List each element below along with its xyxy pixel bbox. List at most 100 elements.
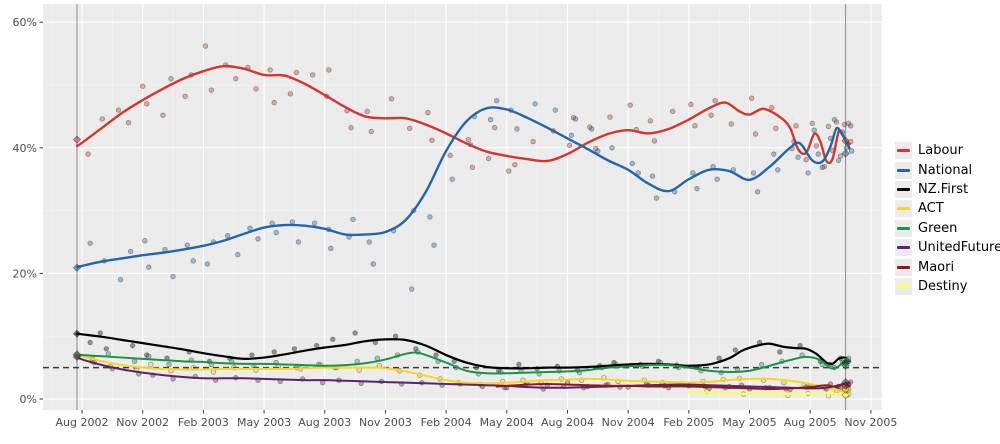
poll-point-labour — [182, 93, 188, 100]
legend-key-national — [895, 161, 912, 179]
legend-label-destiny: Destiny — [918, 278, 968, 294]
poll-point-labour — [669, 108, 676, 115]
poll-point-national — [848, 148, 855, 154]
poll-point-national — [775, 167, 781, 173]
poll-point-labour — [267, 67, 273, 73]
x-tick-label: Feb 2004 — [421, 416, 472, 429]
legend-swatch-green — [897, 226, 910, 230]
election-result-marker-nzfirst — [72, 329, 82, 338]
poll-point-labour — [627, 102, 633, 108]
poll-point-labour — [752, 131, 759, 137]
poll-point-labour — [388, 96, 395, 102]
x-tick-label: Aug 2005 — [784, 416, 837, 429]
poll-point-nzfirst — [291, 346, 298, 352]
trend-line-national — [75, 106, 851, 269]
poll-point-labour — [208, 87, 215, 93]
poll-point-labour — [748, 95, 755, 101]
poll-point-nzfirst — [777, 349, 783, 355]
legend: Labour National NZ.First ACT Green UnitedFutu… — [895, 141, 1000, 296]
x-tick-label: Aug 2004 — [541, 416, 594, 429]
poll-point-labour — [803, 157, 809, 163]
poll-point-national — [117, 276, 124, 283]
poll-point-labour — [506, 168, 512, 174]
trend-line-destiny — [687, 391, 851, 397]
poll-point-national — [609, 145, 615, 151]
poll-point-nzfirst — [313, 342, 320, 349]
poll-point-labour — [651, 138, 658, 144]
poll-point-national — [629, 160, 635, 167]
poll-point-national — [821, 163, 828, 170]
x-tick-label: Nov 2004 — [602, 416, 655, 429]
x-tick-label: Nov 2003 — [359, 416, 412, 429]
poll-point-national — [754, 189, 761, 195]
poll-point-nzfirst — [330, 336, 336, 343]
legend-key-nzfirst — [895, 180, 912, 198]
poll-point-labour — [647, 118, 654, 124]
poll-point-green — [146, 353, 152, 360]
poll-point-national — [815, 151, 821, 157]
poll-point-national — [635, 170, 641, 176]
poll-point-labour — [115, 107, 122, 113]
poll-point-labour — [348, 125, 354, 131]
poll-point-nzfirst — [716, 355, 722, 361]
plot-panel — [43, 4, 882, 410]
poll-point-labour — [607, 114, 613, 120]
poll-point-national — [811, 127, 817, 133]
poll-point-nzfirst — [87, 339, 93, 346]
poll-point-labour — [85, 151, 91, 157]
poll-point-green — [758, 361, 765, 368]
poll-point-national — [750, 170, 757, 176]
legend-label-nzfirst: NZ.First — [918, 181, 969, 197]
poll-point-national — [694, 185, 700, 192]
poll-point-national — [366, 239, 372, 245]
poll-point-national — [595, 148, 601, 154]
poll-point-national — [572, 116, 579, 122]
poll-point-national — [690, 170, 696, 176]
poll-point-labour — [587, 124, 593, 130]
poll-point-labour — [168, 76, 174, 82]
poll-point-labour — [809, 120, 815, 127]
poll-point-nzfirst — [413, 346, 419, 352]
poll-point-national — [224, 233, 231, 239]
legend-key-unitedfuture — [895, 239, 912, 257]
x-tick-label: Feb 2005 — [663, 416, 714, 429]
legend-item-unitedfuture: UnitedFuture — [895, 238, 1000, 257]
poll-point-national — [449, 176, 455, 182]
poll-point-national — [273, 229, 279, 236]
poll-point-nzfirst — [249, 352, 255, 358]
poll-point-national — [370, 261, 377, 267]
poll-point-labour — [845, 120, 852, 127]
poll-point-green — [374, 355, 381, 361]
election-result-marker-unitedfuture — [72, 352, 82, 362]
trend-line-nzfirst — [75, 332, 851, 370]
poll-point-national — [247, 225, 253, 231]
poll-point-national — [184, 242, 190, 248]
poll-point-national — [190, 258, 196, 264]
poll-point-labour — [819, 164, 826, 170]
poll-point-labour — [253, 86, 259, 92]
poll-point-national — [653, 195, 660, 201]
x-tick-label: Feb 2003 — [178, 416, 229, 429]
poll-point-green — [166, 361, 172, 368]
poll-point-labour — [593, 145, 599, 152]
poll-point-labour — [512, 162, 518, 168]
poll-point-national — [289, 219, 296, 225]
poll-point-labour — [728, 121, 735, 127]
poll-point-labour — [287, 91, 294, 97]
legend-swatch-nzfirst — [897, 187, 910, 191]
poll-point-national — [146, 264, 152, 270]
x-tick-label: May 2004 — [480, 416, 534, 429]
legend-key-destiny — [895, 277, 912, 295]
election-result-marker-green — [841, 361, 850, 370]
poll-point-green — [105, 351, 112, 357]
poll-point-national — [328, 245, 334, 251]
y-tick-label: 40% — [13, 142, 37, 155]
legend-item-national: National — [895, 160, 1000, 179]
poll-point-national — [514, 126, 520, 132]
poll-point-national — [649, 173, 656, 179]
legend-label-green: Green — [918, 220, 958, 236]
poll-point-national — [204, 261, 211, 267]
poll-point-nzfirst — [732, 347, 739, 353]
poll-point-labour — [813, 143, 819, 149]
